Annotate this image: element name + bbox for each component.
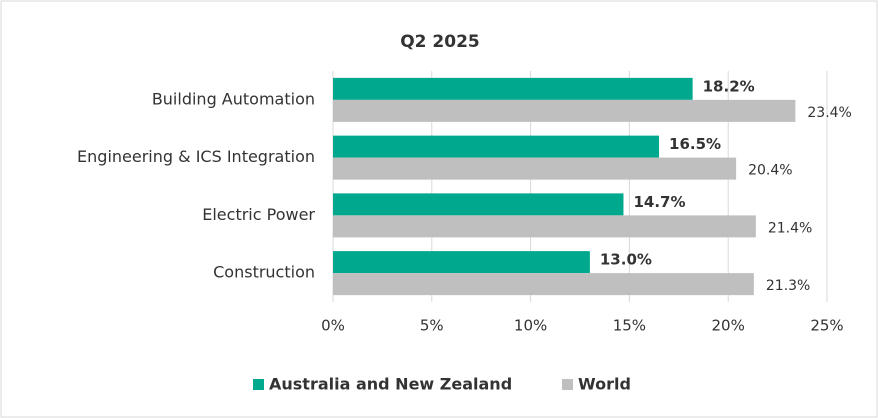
x-tick-label: 15% [613,317,646,335]
x-tick-label: 5% [420,317,444,335]
value-label: 16.5% [669,135,721,153]
y-tick-label: Electric Power [202,205,315,224]
bar [333,251,590,274]
bar [333,99,796,122]
x-tick-label: 10% [514,317,547,335]
value-label: 21.4% [768,220,812,236]
bar [333,135,660,158]
chart-title: Q2 2025 [400,32,480,52]
bar [333,215,756,238]
legend-label: Australia and New Zealand [269,375,512,394]
x-tick-label: 0% [321,317,345,335]
value-label: 20.4% [748,163,792,179]
value-label: 18.2% [703,77,755,95]
legend-swatch [562,379,573,390]
value-label: 23.4% [807,105,851,121]
y-tick-label: Building Automation [152,89,315,108]
bar [333,193,624,216]
bar [333,77,693,100]
bar [333,157,737,180]
y-tick-label: Engineering & ICS Integration [77,147,315,166]
value-label: 21.3% [766,278,810,294]
legend-swatch [253,379,264,390]
bar [333,273,754,296]
y-tick-label: Construction [213,263,315,282]
x-tick-label: 20% [712,317,745,335]
value-label: 14.7% [633,193,685,211]
value-label: 13.0% [600,251,652,269]
legend-label: World [578,375,631,394]
x-tick-label: 25% [810,317,843,335]
